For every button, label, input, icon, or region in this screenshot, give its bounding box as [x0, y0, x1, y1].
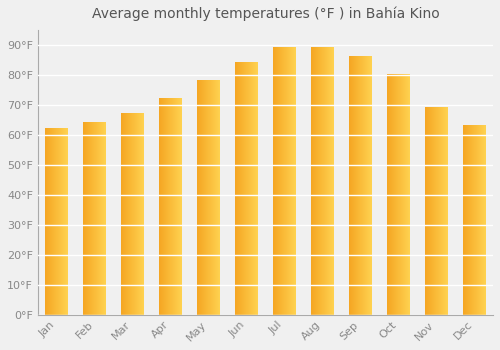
Title: Average monthly temperatures (°F ) in Bahía Kino: Average monthly temperatures (°F ) in Ba… [92, 7, 440, 21]
